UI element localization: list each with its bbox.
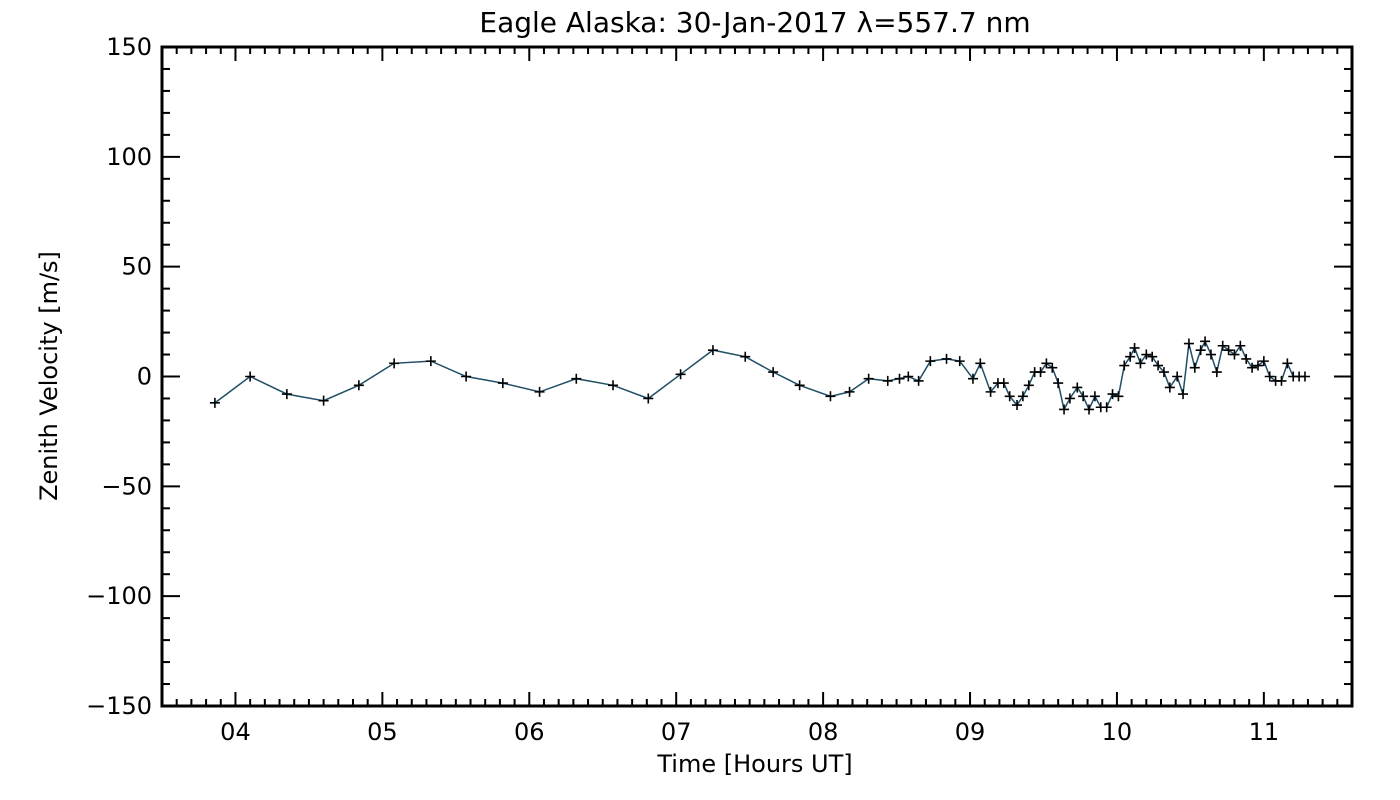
data-point [1264,371,1275,382]
data-point [1158,367,1169,378]
data-point [954,356,965,367]
y-tick-label: 50 [121,253,152,281]
x-tick-label: 08 [808,718,839,746]
data-point [1183,338,1194,349]
y-tick-label: −50 [101,472,152,500]
data-point [1129,342,1140,353]
data-point [1195,345,1206,356]
x-tick-label: 06 [514,718,545,746]
data-point [882,375,893,386]
data-point [903,371,914,382]
data-point [894,373,905,384]
data-point [1101,402,1112,413]
data-point [1119,360,1130,371]
data-point [1189,362,1200,373]
data-point [1059,404,1070,415]
data-point [1004,391,1015,402]
data-point [1078,391,1089,402]
x-tick-label: 10 [1102,718,1133,746]
x-axis-label: Time [Hours UT] [656,750,852,778]
data-point [863,373,874,384]
data-point [975,358,986,369]
data-point [571,373,582,384]
data-point [925,356,936,367]
chart-title: Eagle Alaska: 30-Jan-2017 λ=557.7 nm [479,6,1030,39]
data-point [825,391,836,402]
data-point [1235,340,1246,351]
data-point [1023,380,1034,391]
y-tick-label: −150 [86,692,152,720]
data-point [1200,336,1211,347]
data-point [1229,349,1240,360]
data-point [1135,358,1146,369]
data-point [497,378,508,389]
data-point [1084,404,1095,415]
data-point [941,353,952,364]
data-point [1064,393,1075,404]
x-tick-label: 11 [1249,718,1280,746]
data-point [1072,382,1083,393]
data-point [1107,389,1118,400]
data-point [318,395,329,406]
data-point [707,345,718,356]
data-point [913,375,924,386]
data-point [1053,378,1064,389]
y-tick-label: 150 [106,33,152,61]
data-point [1147,351,1158,362]
y-axis-label: Zenith Velocity [m/s] [35,251,63,501]
data-point [1035,367,1046,378]
data-point [209,397,220,408]
data-point [1012,400,1023,411]
data-point [353,380,364,391]
data-point [1223,345,1234,356]
data-point [534,386,545,397]
data-point [1153,360,1164,371]
data-point [967,373,978,384]
data-point [1047,362,1058,373]
y-tick-label: 0 [137,363,152,391]
data-point [985,386,996,397]
data-point [675,369,686,380]
y-tick-label: 100 [106,143,152,171]
data-point [1241,353,1252,364]
data-point [844,386,855,397]
data-point [1113,391,1124,402]
x-tick-label: 07 [661,718,692,746]
data-point [1141,349,1152,360]
data-point [1252,360,1263,371]
data-point [281,389,292,400]
data-point [998,378,1009,389]
x-tick-label: 04 [220,718,251,746]
data-point [643,393,654,404]
x-tick-label: 09 [955,718,986,746]
data-point [740,351,751,362]
data-point [1276,375,1287,386]
data-point [1089,391,1100,402]
data-point [1247,362,1258,373]
data-point [1217,340,1228,351]
data-point [425,356,436,367]
data-point [608,380,619,391]
data-point [1164,382,1175,393]
data-point [1282,358,1293,369]
x-tick-label: 05 [367,718,398,746]
data-point [1041,358,1052,369]
data-point [1299,371,1310,382]
series-line [214,339,1305,412]
data-point [1178,389,1189,400]
data-point [768,367,779,378]
data-point [245,371,256,382]
data-point [1172,371,1183,382]
data-point [389,358,400,369]
data-point [1125,351,1136,362]
data-point [794,380,805,391]
data-point [1258,356,1269,367]
data-point [1211,367,1222,378]
y-tick-label: −100 [86,582,152,610]
data-point [461,371,472,382]
plot-area: 04 05 06 07 08 09 10 11 −150 −100 −50 0 50 100 150 [86,33,1354,746]
data-point [1017,391,1028,402]
data-point [1205,349,1216,360]
